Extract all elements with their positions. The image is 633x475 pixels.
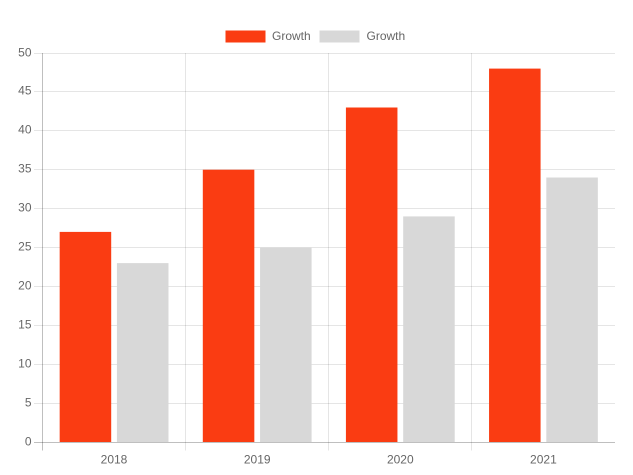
svg-text:45: 45 [18,84,32,98]
svg-text:2020: 2020 [387,453,414,467]
svg-text:10: 10 [18,357,32,371]
svg-text:30: 30 [18,201,32,215]
svg-text:25: 25 [18,240,32,254]
svg-text:50: 50 [18,46,32,60]
svg-text:Growth: Growth [367,29,406,43]
svg-text:2018: 2018 [101,453,128,467]
svg-text:Growth: Growth [272,29,311,43]
svg-text:35: 35 [18,162,32,176]
svg-text:2021: 2021 [530,453,557,467]
svg-text:0: 0 [25,435,32,449]
svg-text:20: 20 [18,279,32,293]
svg-text:2019: 2019 [244,453,271,467]
svg-text:40: 40 [18,123,32,137]
svg-text:5: 5 [25,396,32,410]
svg-text:15: 15 [18,318,32,332]
